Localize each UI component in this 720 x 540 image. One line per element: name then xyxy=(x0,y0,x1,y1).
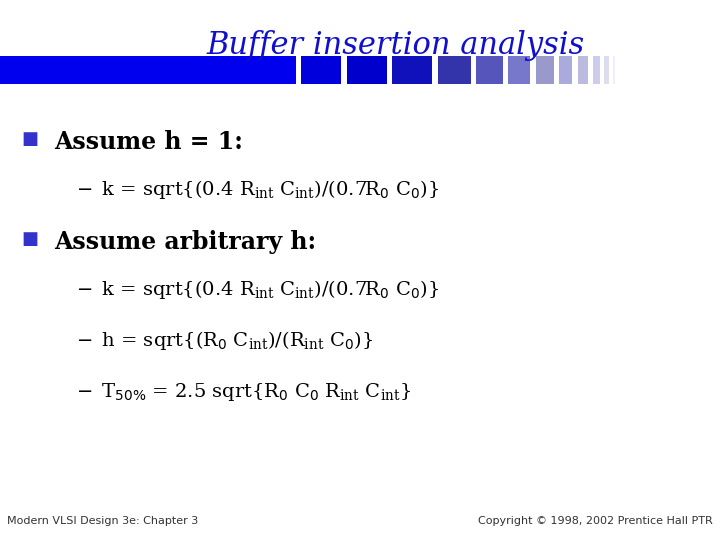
Text: ■: ■ xyxy=(22,230,39,247)
Text: Buffer insertion analysis: Buffer insertion analysis xyxy=(207,30,585,60)
Bar xyxy=(578,56,588,84)
Text: Copyright © 1998, 2002 Prentice Hall PTR: Copyright © 1998, 2002 Prentice Hall PTR xyxy=(478,516,713,526)
Text: $-\,$ k = sqrt{(0.4 R$_{\mathregular{int}}$ C$_{\mathregular{int}}$)/(0.7R$_0$ C: $-\,$ k = sqrt{(0.4 R$_{\mathregular{int… xyxy=(76,278,438,301)
Text: Modern VLSI Design 3e: Chapter 3: Modern VLSI Design 3e: Chapter 3 xyxy=(7,516,199,526)
Bar xyxy=(604,56,608,84)
Bar xyxy=(508,56,530,84)
Text: $-\,$ k = sqrt{(0.4 R$_{\mathregular{int}}$ C$_{\mathregular{int}}$)/(0.7R$_0$ C: $-\,$ k = sqrt{(0.4 R$_{\mathregular{int… xyxy=(76,178,438,201)
Bar xyxy=(0,56,296,84)
Bar xyxy=(593,56,600,84)
Bar xyxy=(302,56,341,84)
Bar xyxy=(536,56,554,84)
Text: $-\,$ T$_{50\%}$ = 2.5 sqrt{R$_0$ C$_0$ R$_{\mathregular{int}}$ C$_{\mathregular: $-\,$ T$_{50\%}$ = 2.5 sqrt{R$_0$ C$_0$ … xyxy=(76,381,411,403)
Text: Assume h = 1:: Assume h = 1: xyxy=(54,130,243,153)
Text: $-\,$ h = sqrt{(R$_0$ C$_{\mathregular{int}}$)/(R$_{\mathregular{int}}$ C$_0$)}: $-\,$ h = sqrt{(R$_0$ C$_{\mathregular{i… xyxy=(76,329,373,353)
Text: Assume arbitrary h:: Assume arbitrary h: xyxy=(54,230,316,253)
Bar xyxy=(559,56,572,84)
Bar xyxy=(347,56,387,84)
Bar xyxy=(392,56,433,84)
Bar xyxy=(613,56,615,84)
Bar xyxy=(476,56,503,84)
Bar xyxy=(438,56,471,84)
Text: ■: ■ xyxy=(22,130,39,147)
